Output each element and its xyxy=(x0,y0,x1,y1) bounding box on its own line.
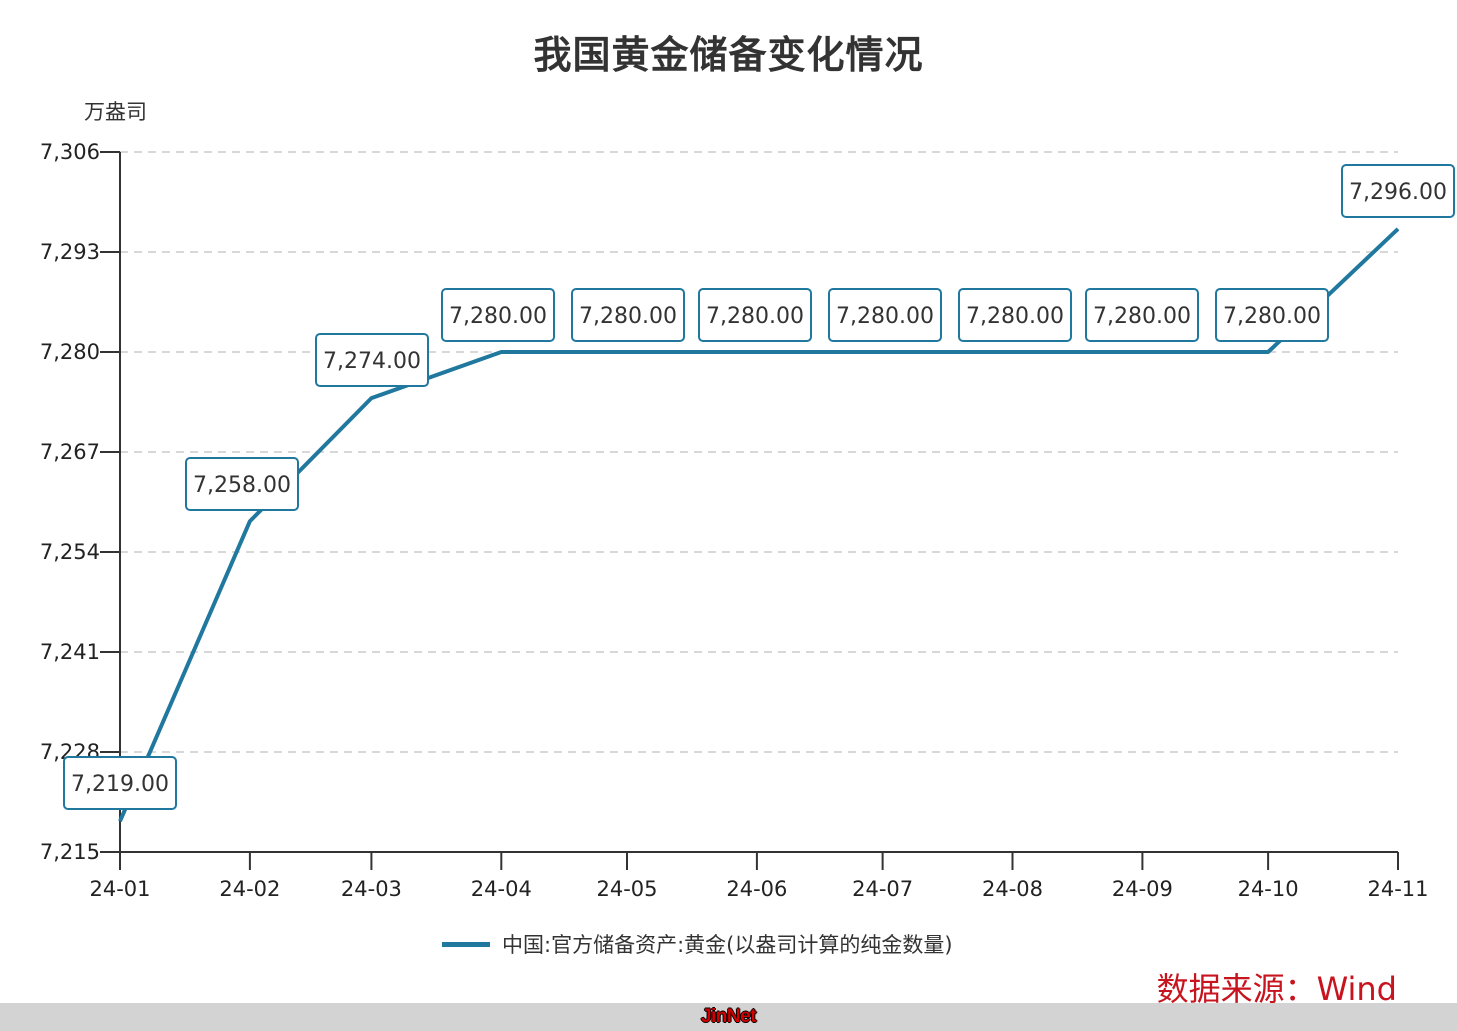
x-tick-label: 24-09 xyxy=(1112,877,1173,901)
axes xyxy=(119,152,1398,853)
svg-text:7,280.00: 7,280.00 xyxy=(449,304,547,329)
svg-text:7,274.00: 7,274.00 xyxy=(323,349,421,374)
x-tick-label: 24-11 xyxy=(1367,877,1428,901)
data-source: 数据来源：Wind xyxy=(1156,970,1397,1008)
data-label: 7,274.00 xyxy=(315,333,429,387)
x-tick-label: 24-07 xyxy=(852,877,913,901)
data-label: 7,280.00 xyxy=(828,288,942,342)
grid-lines xyxy=(120,151,1398,753)
x-tick-label: 24-01 xyxy=(89,877,150,901)
data-label: 7,280.00 xyxy=(1085,288,1199,342)
svg-text:7,258.00: 7,258.00 xyxy=(193,473,291,498)
legend-swatch-icon xyxy=(442,941,490,947)
y-tick-label: 7,293 xyxy=(40,240,100,264)
svg-text:7,280.00: 7,280.00 xyxy=(1223,304,1321,329)
y-tick-label: 7,267 xyxy=(40,440,100,464)
line-chart: 7,2157,2287,2417,2547,2677,2807,2937,306… xyxy=(40,140,1455,901)
y-tick-label: 7,241 xyxy=(40,640,100,664)
footer-bar: JinNet xyxy=(0,1003,1457,1031)
y-axis-unit: 万盎司 xyxy=(84,100,147,124)
x-tick-label: 24-03 xyxy=(341,877,402,901)
footer-brand: JinNet xyxy=(700,1006,757,1027)
svg-text:7,219.00: 7,219.00 xyxy=(71,772,169,797)
x-tick-label: 24-05 xyxy=(596,877,657,901)
y-tick-label: 7,254 xyxy=(40,540,100,564)
legend[interactable]: 中国:官方储备资产:黄金(以盎司计算的纯金数量) xyxy=(442,929,953,959)
x-tick-label: 24-06 xyxy=(726,877,787,901)
y-tick-label: 7,280 xyxy=(40,340,100,364)
svg-text:7,280.00: 7,280.00 xyxy=(706,304,804,329)
data-label: 7,296.00 xyxy=(1341,164,1455,218)
x-tick-label: 24-08 xyxy=(982,877,1043,901)
x-tick-label: 24-04 xyxy=(471,877,532,901)
data-label: 7,219.00 xyxy=(63,756,177,810)
x-tick-label: 24-02 xyxy=(219,877,280,901)
y-tick-label: 7,215 xyxy=(40,840,100,864)
svg-text:7,280.00: 7,280.00 xyxy=(836,304,934,329)
svg-text:7,280.00: 7,280.00 xyxy=(579,304,677,329)
svg-text:7,280.00: 7,280.00 xyxy=(1093,304,1191,329)
series-line xyxy=(118,227,1400,823)
y-tick-label: 7,306 xyxy=(40,140,100,164)
data-label: 7,280.00 xyxy=(571,288,685,342)
svg-text:7,280.00: 7,280.00 xyxy=(966,304,1064,329)
data-label: 7,258.00 xyxy=(185,457,299,511)
data-label: 7,280.00 xyxy=(441,288,555,342)
data-label: 7,280.00 xyxy=(698,288,812,342)
x-axis-ticks: 24-01 24-02 24-03 24-04 24-05 24-06 24-07 24-08… xyxy=(89,852,1429,901)
data-labels: 7,219.00 7,258.00 7,274.00 7,280.00 7,280.00… xyxy=(63,164,1455,810)
chart-title: 我国黄金储备变化情况 xyxy=(533,33,924,77)
data-label: 7,280.00 xyxy=(958,288,1072,342)
data-label: 7,280.00 xyxy=(1215,288,1329,342)
x-tick-label: 24-10 xyxy=(1238,877,1299,901)
legend-label: 中国:官方储备资产:黄金(以盎司计算的纯金数量) xyxy=(502,933,953,957)
svg-text:7,296.00: 7,296.00 xyxy=(1349,180,1447,205)
